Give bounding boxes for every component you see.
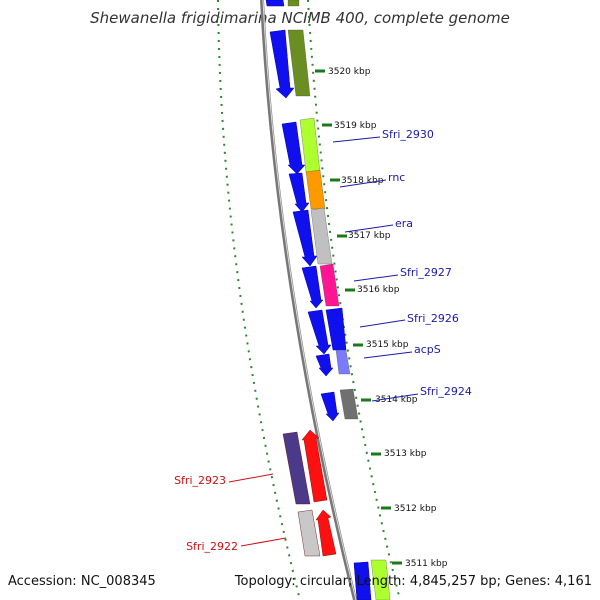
gene-arrow — [288, 172, 310, 213]
topology-value: circular — [299, 574, 348, 589]
gene-arrow — [307, 309, 332, 355]
gene-label-acps[interactable]: acpS — [414, 343, 441, 356]
accession-value: NC_008345 — [80, 574, 156, 589]
tick-label: 3517 kbp — [348, 231, 391, 241]
gene-label-sfri-2922[interactable]: Sfri_2922 — [186, 540, 238, 553]
tick-label: 3520 kbp — [328, 67, 371, 77]
gene-box — [287, 0, 300, 7]
gene-label-era[interactable]: era — [395, 217, 413, 230]
category-genes — [287, 0, 391, 600]
gene-box — [297, 509, 321, 557]
genes-label: Genes: — [505, 574, 551, 589]
gene-box — [370, 559, 391, 600]
tick-label: 3516 kbp — [357, 285, 400, 295]
topology-label: Topology: — [234, 574, 296, 589]
dotted-tracks — [217, 0, 401, 600]
label-leader-line — [363, 351, 413, 359]
gene-arrow — [292, 209, 318, 267]
gene-arrow — [353, 561, 372, 600]
length-value: 4,845,257 bp — [409, 574, 497, 589]
gene-label-sfri-2926[interactable]: Sfri_2926 — [407, 312, 459, 325]
genome-stats: Topology: circular; Length: 4,845,257 bp… — [234, 574, 592, 589]
gene-label-sfri-2923[interactable]: Sfri_2923 — [174, 474, 226, 487]
label-leader-line — [339, 179, 387, 188]
gene-box — [282, 431, 311, 505]
gene-box — [335, 349, 351, 375]
gene-box — [299, 117, 321, 173]
gene-box — [305, 169, 326, 210]
label-leader-line — [240, 537, 287, 547]
gene-box — [339, 388, 359, 420]
gene-label-rnc[interactable]: rnc — [388, 171, 405, 184]
tick-label: 3513 kbp — [384, 449, 427, 459]
gene-arrow — [269, 29, 295, 99]
genome-backbone — [260, 0, 357, 600]
label-leader-line — [344, 224, 394, 233]
label-leader-line — [228, 473, 274, 483]
label-leader-line — [371, 393, 419, 402]
gene-label-sfri-2930[interactable]: Sfri_2930 — [382, 128, 434, 141]
length-label: Length: — [356, 574, 406, 589]
map-title: Shewanella frigidimarina NCIMB 400, comp… — [90, 9, 510, 27]
tick-label: 3518 kbp — [341, 176, 384, 186]
tick-label: 3514 kbp — [375, 395, 418, 405]
gene-arrow — [315, 353, 334, 377]
gene-box — [310, 207, 333, 265]
gene-arrow — [301, 429, 328, 503]
forward-strand-genes — [265, 0, 372, 600]
gene-box — [319, 263, 340, 307]
gene-box — [287, 29, 311, 97]
label-leader-line — [332, 136, 381, 143]
gene-arrow — [315, 509, 337, 557]
genes-value: 4,161 — [554, 574, 592, 589]
reverse-strand-genes — [282, 429, 337, 557]
gene-label-sfri-2927[interactable]: Sfri_2927 — [400, 266, 452, 279]
accession-info: Accession: NC_008345 — [8, 574, 156, 589]
tick-label: 3519 kbp — [334, 121, 377, 131]
gene-arrow — [301, 265, 324, 309]
gene-arrow — [281, 121, 306, 175]
tick-label: 3512 kbp — [394, 504, 437, 514]
tick-label: 3515 kbp — [366, 340, 409, 350]
gene-arrow — [265, 0, 285, 7]
label-leader-line — [353, 274, 399, 282]
gene-arrow — [320, 391, 340, 422]
accession-label: Accession: — [8, 574, 77, 589]
gene-label-sfri-2924[interactable]: Sfri_2924 — [420, 385, 472, 398]
tick-label: 3511 kbp — [405, 559, 448, 569]
gene-arrow — [325, 307, 347, 351]
label-leader-line — [359, 319, 406, 328]
tick-marks — [315, 69, 402, 565]
